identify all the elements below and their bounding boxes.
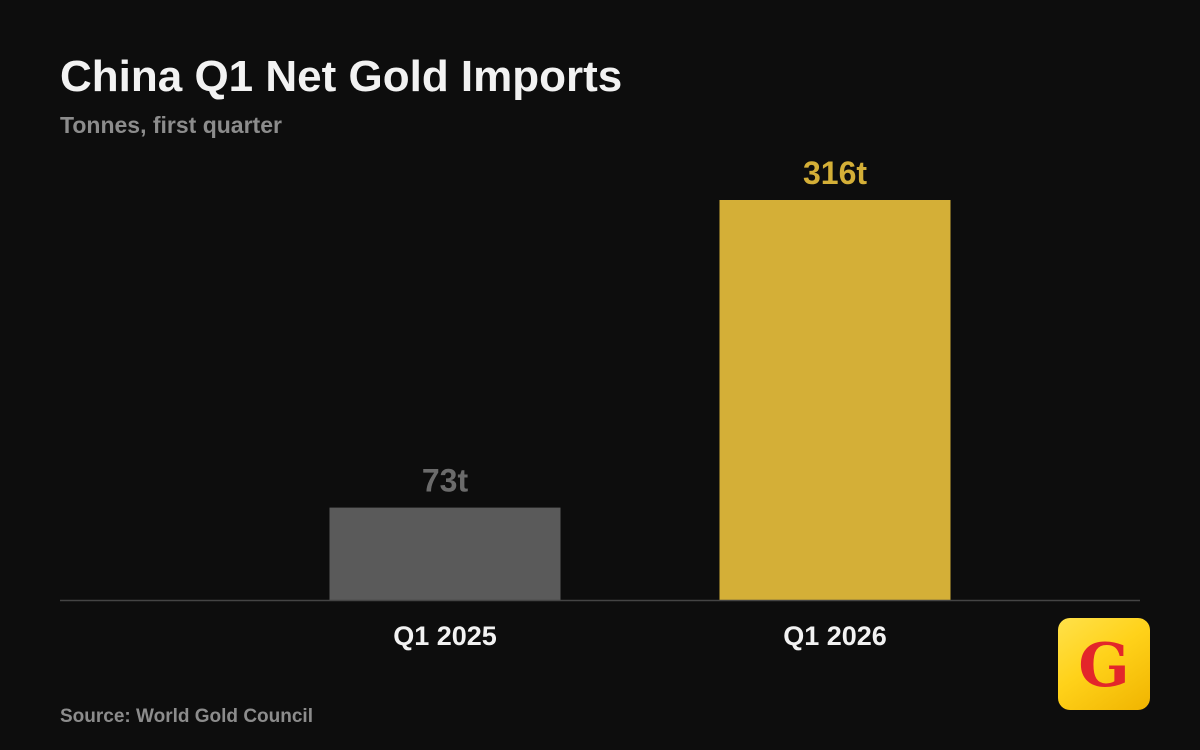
value-labels-layer: 73t 316t bbox=[422, 155, 867, 499]
chart-title: China Q1 Net Gold Imports bbox=[60, 52, 623, 101]
category-labels-layer: Q1 2025 Q1 2026 bbox=[393, 621, 887, 651]
value-label: 316t bbox=[803, 155, 867, 191]
value-label: 73t bbox=[422, 463, 469, 499]
brand-logo: G bbox=[1058, 618, 1150, 710]
category-label: Q1 2026 bbox=[783, 621, 887, 651]
category-label: Q1 2025 bbox=[393, 621, 497, 651]
source-note: Source: World Gold Council bbox=[60, 706, 313, 727]
bar-q1-2026 bbox=[719, 200, 951, 600]
chart-subtitle: Tonnes, first quarter bbox=[60, 112, 282, 138]
bar-chart: 73t 316t Q1 2025 Q1 2026 bbox=[60, 155, 1140, 651]
logo-letter: G bbox=[1078, 631, 1130, 701]
bar-q1-2025 bbox=[329, 507, 561, 600]
bars-layer bbox=[329, 200, 951, 600]
